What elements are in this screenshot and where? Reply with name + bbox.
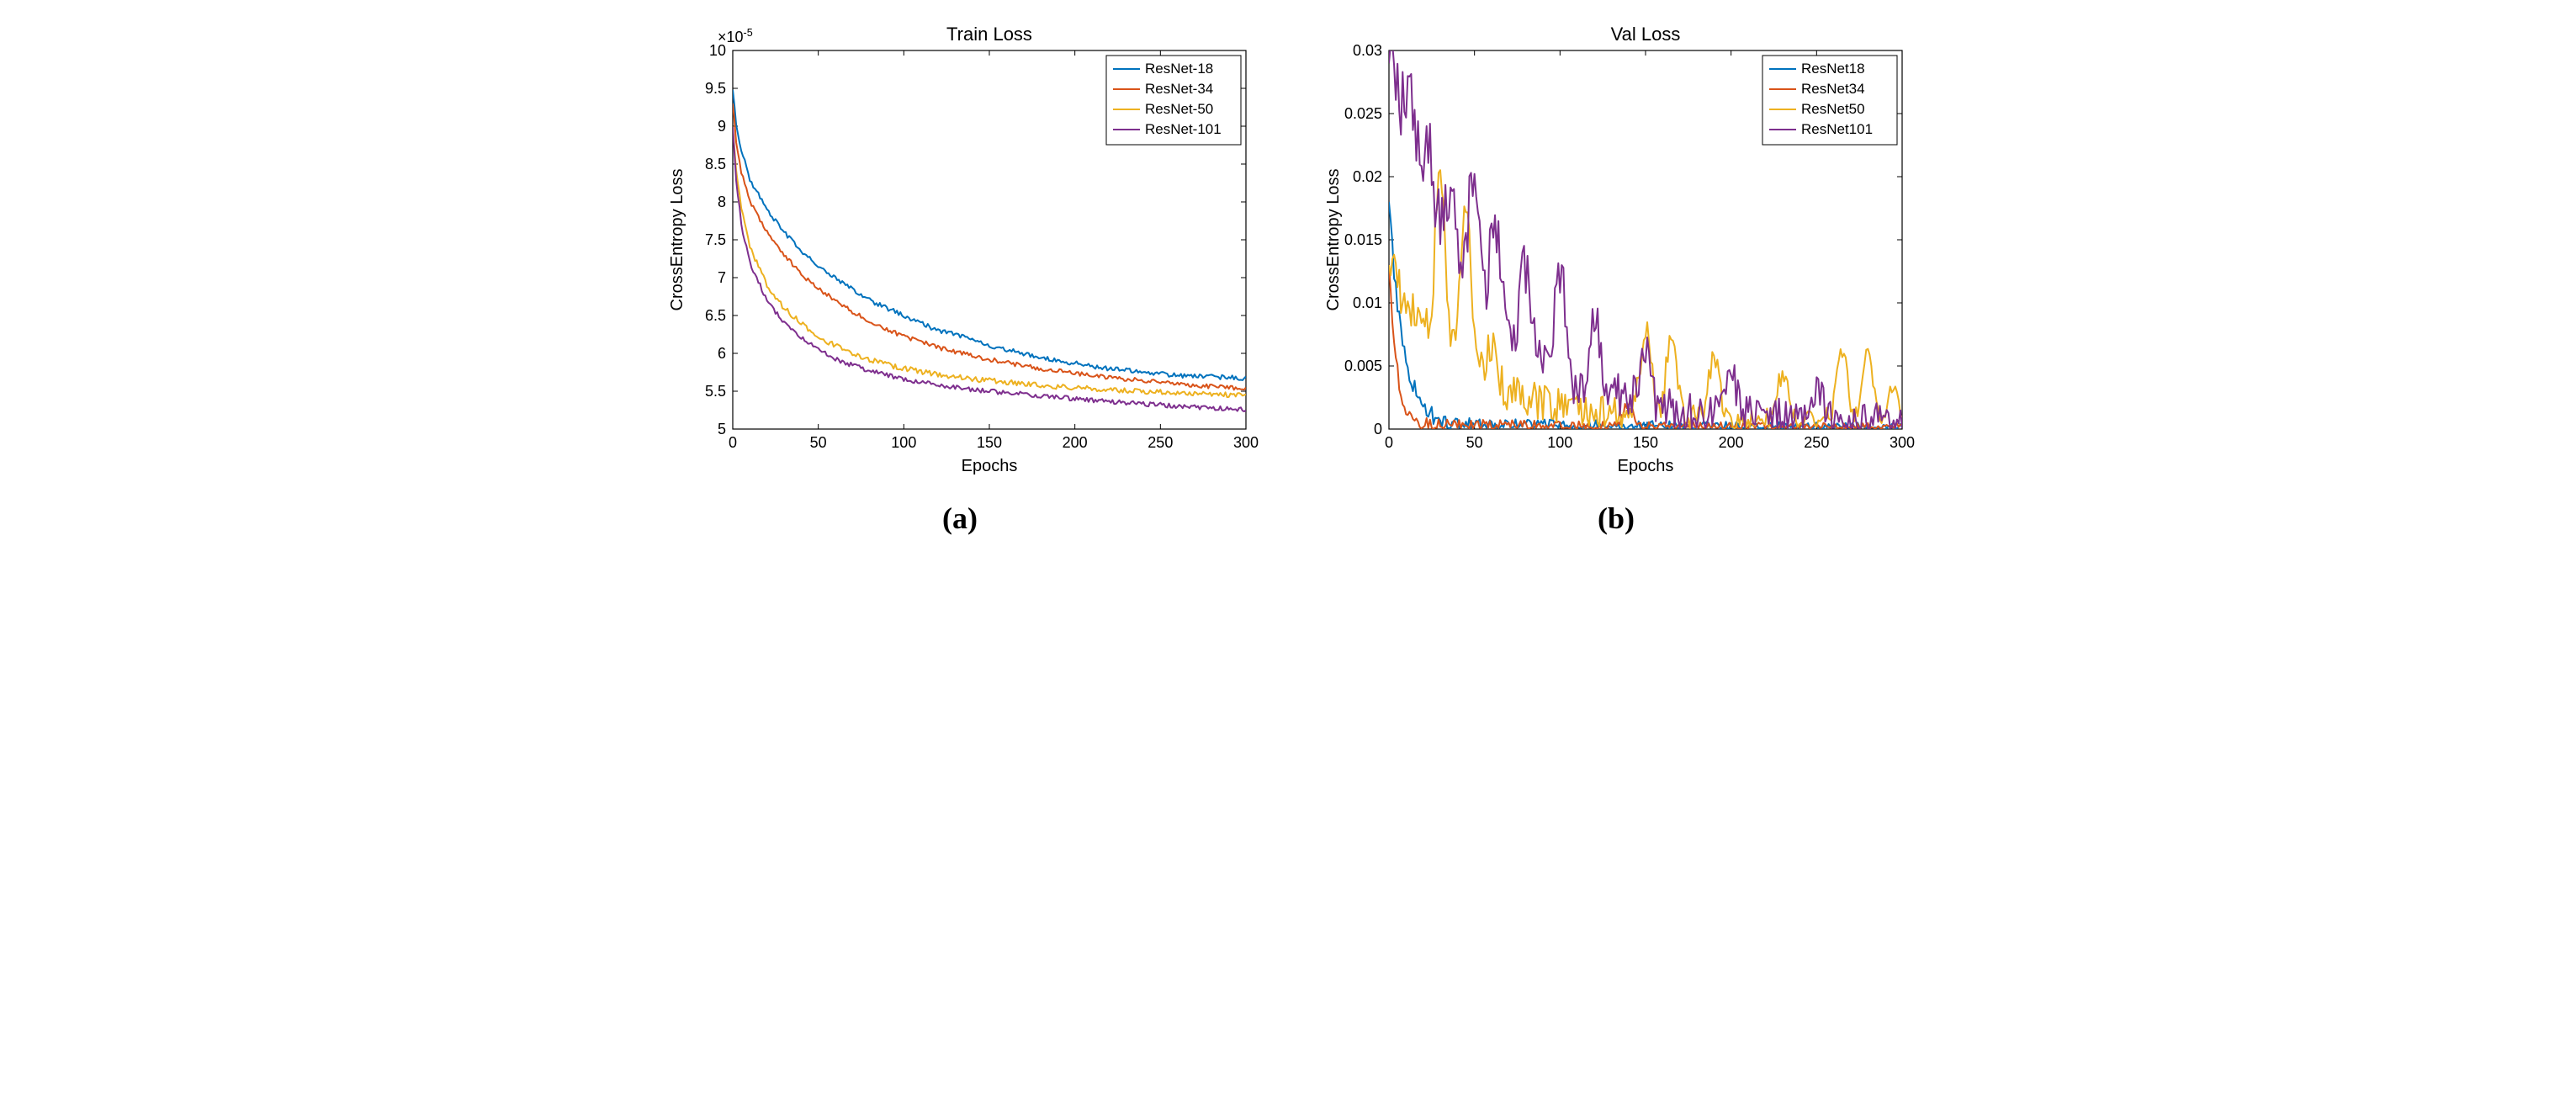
svg-text:150: 150 <box>1633 434 1658 451</box>
svg-text:ResNet-50: ResNet-50 <box>1145 101 1213 117</box>
svg-text:CrossEntropy Loss: CrossEntropy Loss <box>668 169 686 311</box>
svg-text:ResNet-101: ResNet-101 <box>1145 121 1222 137</box>
svg-text:7.5: 7.5 <box>705 231 726 248</box>
svg-text:ResNet-34: ResNet-34 <box>1145 81 1213 97</box>
panel-a: 05010015020025030055.566.577.588.599.510… <box>657 17 1263 536</box>
svg-text:300: 300 <box>1233 434 1259 451</box>
chart-a-wrap: 05010015020025030055.566.577.588.599.510… <box>657 17 1263 492</box>
svg-text:50: 50 <box>810 434 827 451</box>
svg-text:6: 6 <box>718 345 726 362</box>
svg-text:ResNet18: ResNet18 <box>1801 61 1865 77</box>
chart-b-wrap: 0 50 100 150 200 250 300 0 0.005 0.01 0.015 0.02 0.0… <box>1313 17 1919 492</box>
svg-text:ResNet101: ResNet101 <box>1801 121 1873 137</box>
svg-text:0.03: 0.03 <box>1353 42 1382 59</box>
svg-text:6.5: 6.5 <box>705 307 726 324</box>
svg-text:0: 0 <box>729 434 737 451</box>
svg-text:Epochs: Epochs <box>962 457 1018 475</box>
svg-text:CrossEntropy Loss: CrossEntropy Loss <box>1324 169 1343 311</box>
subcaption-a: (a) <box>942 501 978 536</box>
svg-text:0.025: 0.025 <box>1344 105 1382 122</box>
svg-text:0.02: 0.02 <box>1353 168 1382 185</box>
svg-text:ResNet-18: ResNet-18 <box>1145 61 1213 77</box>
panel-b: 0 50 100 150 200 250 300 0 0.005 0.01 0.015 0.02 0.0… <box>1313 17 1919 536</box>
svg-text:8.5: 8.5 <box>705 156 726 172</box>
figure-container: 0 50 100 150 200 250 300 5 5.5 6 6.5 7 7.5 8 8.5 9 9.5 10… <box>17 17 2559 536</box>
svg-text:250: 250 <box>1804 434 1829 451</box>
svg-text:150: 150 <box>977 434 1002 451</box>
svg-text:300: 300 <box>1890 434 1915 451</box>
svg-text:ResNet50: ResNet50 <box>1801 101 1865 117</box>
svg-text:Epochs: Epochs <box>1618 457 1674 475</box>
svg-text:200: 200 <box>1063 434 1088 451</box>
svg-text:9.5: 9.5 <box>705 80 726 97</box>
svg-text:100: 100 <box>1547 434 1572 451</box>
svg-text:100: 100 <box>891 434 916 451</box>
svg-text:7: 7 <box>718 269 726 286</box>
val-loss-chart: 0 50 100 150 200 250 300 0 0.005 0.01 0.015 0.02 0.0… <box>1313 17 1919 488</box>
svg-text:ResNet34: ResNet34 <box>1801 81 1865 97</box>
svg-text:5.5: 5.5 <box>705 383 726 400</box>
train-loss-chart: 05010015020025030055.566.577.588.599.510… <box>657 17 1263 488</box>
subcaption-b: (b) <box>1598 501 1635 536</box>
svg-text:50: 50 <box>1466 434 1483 451</box>
svg-text:5: 5 <box>718 421 726 437</box>
svg-text:0.005: 0.005 <box>1344 358 1382 374</box>
svg-text:200: 200 <box>1719 434 1744 451</box>
svg-text:Train Loss: Train Loss <box>946 24 1032 45</box>
svg-text:250: 250 <box>1148 434 1173 451</box>
svg-text:0: 0 <box>1374 421 1382 437</box>
svg-text:0: 0 <box>1385 434 1393 451</box>
svg-text:8: 8 <box>718 194 726 210</box>
svg-text:Val Loss: Val Loss <box>1611 24 1681 45</box>
svg-text:0.01: 0.01 <box>1353 294 1382 311</box>
svg-text:9: 9 <box>718 118 726 135</box>
svg-text:0.015: 0.015 <box>1344 231 1382 248</box>
